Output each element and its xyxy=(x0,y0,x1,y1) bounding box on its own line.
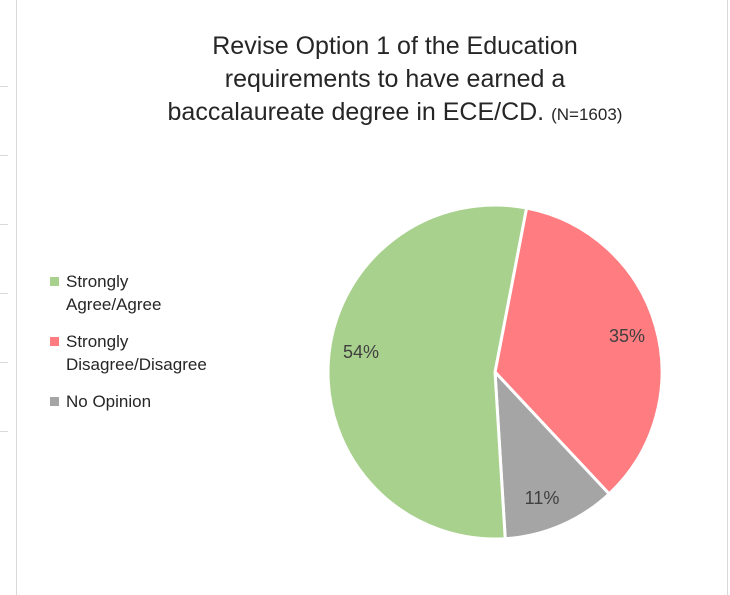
frame-tick-mark xyxy=(0,155,8,156)
legend-label-disagree-line-2: Disagree/Disagree xyxy=(66,355,207,374)
chart-legend: Strongly Agree/Agree Strongly Disagree/D… xyxy=(50,270,290,427)
frame-tick-mark xyxy=(0,224,8,225)
data-label-no-opinion: 11% xyxy=(525,488,560,508)
pie-slice-no-opinion xyxy=(493,370,611,541)
frame-right-border xyxy=(727,0,728,595)
legend-swatch-disagree xyxy=(50,337,59,346)
legend-label-agree-line-2: Agree/Agree xyxy=(66,295,162,314)
frame-tick-mark xyxy=(0,293,8,294)
legend-label-no-opinion: No Opinion xyxy=(66,392,152,411)
chart-title-line-1: Revise Option 1 of the Education xyxy=(212,32,578,60)
data-label-agree: 54% xyxy=(343,342,379,362)
pie-slices xyxy=(326,203,664,541)
legend-swatch-agree xyxy=(50,277,59,286)
chart-title-line-2: requirements to have earned a xyxy=(224,65,566,93)
pie-slice-agree xyxy=(326,203,529,541)
legend-item-no-opinion: No Opinion xyxy=(50,390,290,413)
legend-item-disagree: Strongly Disagree/Disagree xyxy=(50,330,290,376)
legend-label-disagree-line-1: Strongly xyxy=(66,332,129,351)
pie-slice-disagree xyxy=(493,206,664,496)
legend-item-agree: Strongly Agree/Agree xyxy=(50,270,290,316)
chart-title: Revise Option 1 of the Education require… xyxy=(60,30,730,131)
chart-title-line-3: baccalaureate degree in ECE/CD. (N=1603) xyxy=(60,96,730,131)
frame-tick-mark xyxy=(0,86,8,87)
chart-title-sample-size: (N=1603) xyxy=(551,105,623,124)
pie-data-labels: 54% 35% 11% xyxy=(343,326,645,508)
frame-left-border xyxy=(16,0,17,595)
frame-tick-mark xyxy=(0,362,8,363)
frame-tick-mark xyxy=(0,431,8,432)
chart-title-line-3-text: baccalaureate degree in ECE/CD. xyxy=(167,98,545,126)
legend-label-agree-line-1: Strongly xyxy=(66,272,129,291)
legend-swatch-no-opinion xyxy=(50,397,59,406)
data-label-disagree: 35% xyxy=(609,326,645,346)
